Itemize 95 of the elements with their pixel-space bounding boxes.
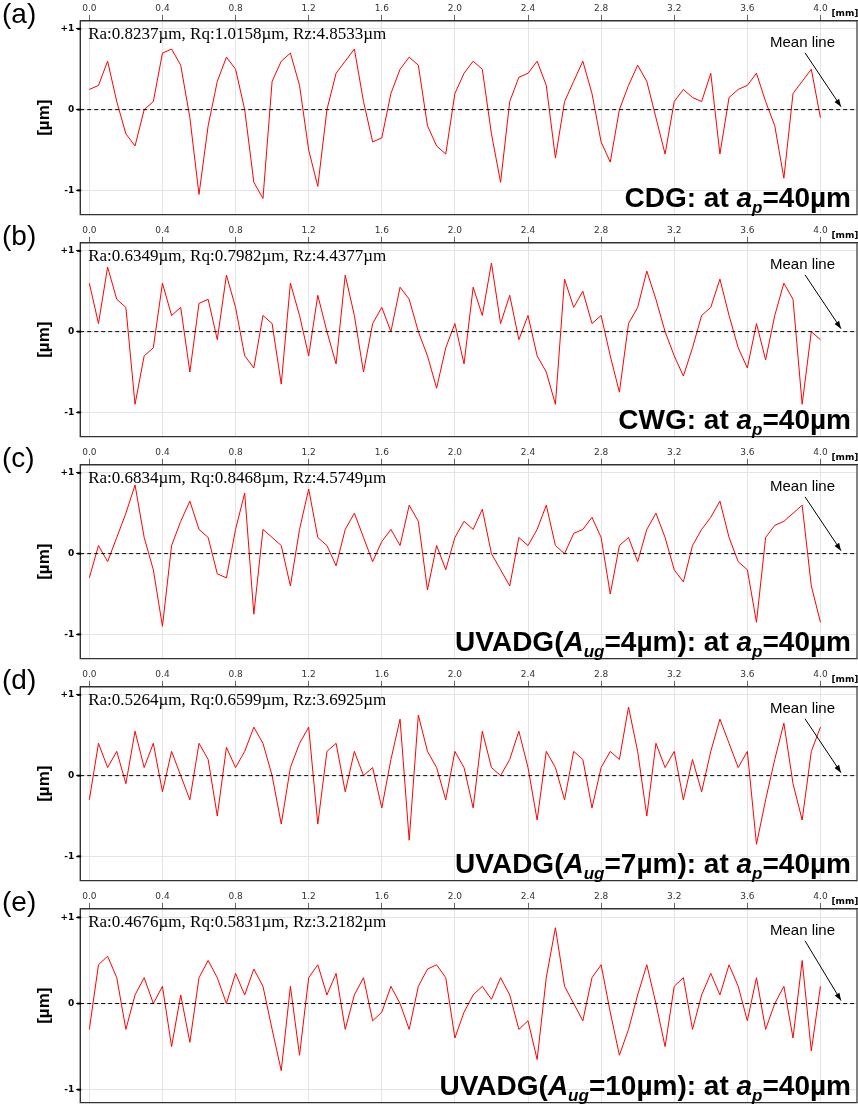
y-tick-label: +1 [60,245,75,256]
x-tick-label: 0.0 [82,224,97,235]
y-tick-label: -1 [64,850,75,861]
y-tick-label: 0 [67,769,75,780]
annotation: Ra:0.8237µm, Rq:1.0158µm, Rz:4.8533µm [88,23,387,43]
y-tick-label: 0 [67,325,75,336]
x-tick-label: 1.6 [374,2,390,13]
y-tick-label: -1 [64,1084,75,1095]
x-tick-label: 0.8 [228,224,243,235]
x-tick-label: 0.4 [155,890,170,901]
x-tick-label: 0.4 [155,446,170,457]
y-axis-title: [µm] [33,99,53,136]
y-axis-title: [µm] [33,765,53,802]
x-tick-label: 1.6 [374,446,390,457]
x-tick-label: 3.6 [740,668,755,679]
chart-title: (b) [2,219,37,251]
x-tick-label: 1.2 [301,224,316,235]
x-tick-label: 3.6 [740,890,755,901]
x-tick-label: 1.6 [374,890,390,901]
x-tick-label: 2.0 [447,224,463,235]
x-tick-label: 1.2 [301,446,316,457]
y-tick-label: -1 [64,184,75,195]
x-tick-label: 2.0 [447,446,463,457]
x-tick-label: 2.4 [520,224,536,235]
x-tick-label: 4.0 [813,446,828,457]
x-axis-title: [mm] [831,895,858,906]
chart-title: (c) [2,441,35,473]
y-tick-label: +1 [60,467,75,478]
y-tick-label: -1 [64,628,75,639]
x-tick-label: 2.0 [447,890,463,901]
x-tick-label: 4.0 [813,2,828,13]
ref-line-label: Mean line [769,698,835,716]
y-tick-label: 0 [67,997,75,1008]
x-tick-label: 0.8 [228,890,243,901]
x-axis-title: [mm] [831,229,858,240]
x-tick-label: 2.4 [520,668,536,679]
x-tick-label: 2.4 [520,446,536,457]
ref-line-label: Mean line [769,254,835,272]
x-tick-label: 1.2 [301,668,316,679]
ref-line-label: Mean line [769,920,835,938]
x-tick-label: 3.2 [667,446,682,457]
x-tick-label: 0.4 [155,668,170,679]
x-axis-title: [mm] [831,673,858,684]
x-tick-label: 0.8 [228,446,243,457]
annotation: Ra:0.4676µm, Rq:0.5831µm, Rz:3.2182µm [88,911,387,931]
y-tick-label: 0 [67,547,75,558]
x-tick-label: 2.0 [447,2,463,13]
y-tick-label: +1 [60,689,75,700]
x-tick-label: 2.0 [447,668,463,679]
x-tick-label: 0.8 [228,2,243,13]
x-tick-label: 1.2 [301,890,316,901]
x-tick-label: 0.8 [228,668,243,679]
x-tick-label: 0.0 [82,890,97,901]
y-tick-label: +1 [60,23,75,34]
chart-title: (a) [2,0,37,29]
x-tick-label: 2.4 [520,2,536,13]
chart-title: (e) [2,885,37,917]
x-tick-label: 0.0 [82,668,97,679]
ref-line-label: Mean line [769,32,835,50]
x-tick-label: 2.8 [593,446,609,457]
y-axis-title: [µm] [33,987,53,1024]
x-tick-label: 2.8 [593,668,609,679]
x-axis-title: [mm] [831,451,858,462]
annotation: Ra:0.6834µm, Rq:0.8468µm, Rz:4.5749µm [88,467,387,487]
x-tick-label: 1.6 [374,668,390,679]
y-tick-label: 0 [67,103,75,114]
x-tick-label: 2.4 [520,890,536,901]
x-tick-label: 1.6 [374,224,390,235]
x-tick-label: 3.6 [740,446,755,457]
x-tick-label: 3.6 [740,224,755,235]
x-tick-label: 3.2 [667,890,682,901]
x-tick-label: 4.0 [813,890,828,901]
x-tick-label: 0.4 [155,2,170,13]
x-tick-label: 3.2 [667,2,682,13]
x-tick-label: 0.4 [155,224,170,235]
x-tick-label: 2.8 [593,224,609,235]
x-tick-label: 0.0 [82,446,97,457]
x-tick-label: 3.2 [667,224,682,235]
annotation: Ra:0.6349µm, Rq:0.7982µm, Rz:4.4377µm [88,245,387,265]
y-tick-label: +1 [60,911,75,922]
annotation: Ra:0.5264µm, Rq:0.6599µm, Rz:3.6925µm [88,689,387,709]
x-axis-title: [mm] [831,7,858,18]
x-tick-label: 0.0 [82,2,97,13]
x-tick-label: 3.2 [667,668,682,679]
x-tick-label: 1.2 [301,2,316,13]
x-tick-label: 4.0 [813,224,828,235]
y-axis-title: [µm] [33,543,53,580]
y-axis-title: [µm] [33,321,53,358]
chart-title: (d) [2,663,37,695]
ref-line-label: Mean line [769,476,835,494]
x-tick-label: 3.6 [740,2,755,13]
y-tick-label: -1 [64,406,75,417]
x-tick-label: 2.8 [593,2,609,13]
x-tick-label: 4.0 [813,668,828,679]
x-tick-label: 2.8 [593,890,609,901]
